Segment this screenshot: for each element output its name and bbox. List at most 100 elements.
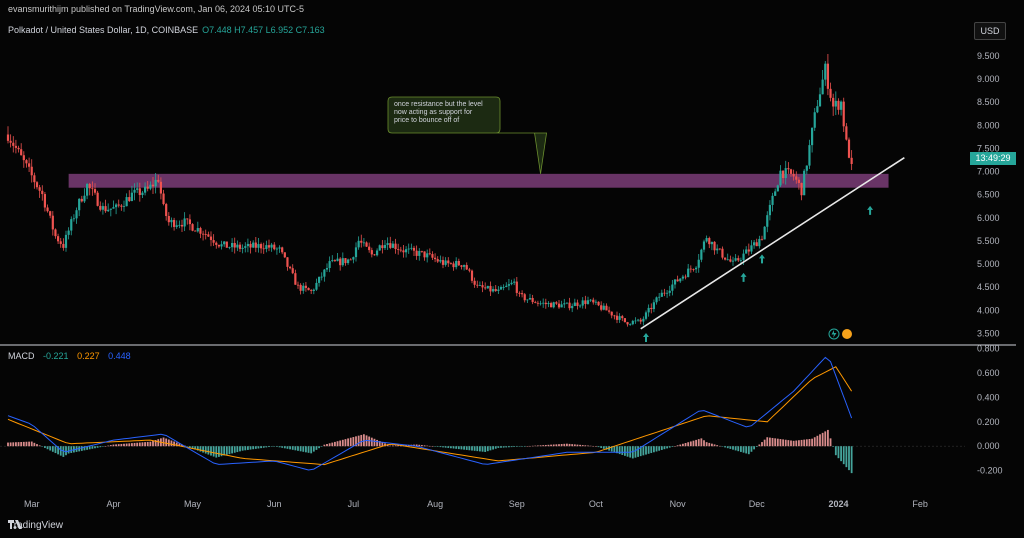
candle-body xyxy=(534,302,537,303)
macd-hist-bar xyxy=(471,446,473,451)
macd-hist-bar xyxy=(571,444,574,447)
candle-body xyxy=(278,247,281,249)
candle-body xyxy=(302,285,305,291)
macd-hist-bar xyxy=(610,446,613,452)
candle-body xyxy=(236,244,239,248)
macd-hist-bar xyxy=(175,442,178,447)
macd-hist-bar xyxy=(210,446,212,456)
candle-body xyxy=(779,170,782,186)
macd-title: MACD xyxy=(8,351,35,361)
candle-body xyxy=(93,189,97,193)
macd-hist-bar xyxy=(99,446,102,448)
candle-body xyxy=(605,305,608,311)
candle-body xyxy=(397,249,400,250)
candle-body xyxy=(478,285,482,286)
macd-hist-bar xyxy=(281,446,284,448)
candle-body xyxy=(420,250,424,252)
candle-body xyxy=(120,205,123,207)
macd-hist-bar xyxy=(505,446,508,448)
candle-body xyxy=(233,243,236,248)
macd-hist-bar xyxy=(803,439,806,447)
symbol-legend[interactable]: Polkadot / United States Dollar, 1D, COI… xyxy=(8,25,325,35)
candle-body xyxy=(494,289,497,291)
candle-body xyxy=(333,260,337,262)
macd-hist-bar xyxy=(592,445,595,447)
macd-hist-bar xyxy=(15,442,17,447)
macd-hist-bar xyxy=(842,446,845,465)
candle-body xyxy=(795,176,798,180)
macd-hist-bar xyxy=(36,444,38,447)
candle-body xyxy=(12,142,15,146)
candle-body xyxy=(165,204,168,216)
macd-hist-bar xyxy=(523,446,526,447)
candle-body xyxy=(283,252,286,258)
candle-body xyxy=(415,250,418,256)
macd-hist-bar xyxy=(613,446,616,453)
macd-hist-bar xyxy=(631,446,634,459)
candle-body xyxy=(723,257,727,260)
candle-body xyxy=(80,198,83,202)
candle-body xyxy=(544,302,547,305)
up-arrow-icon xyxy=(643,333,649,343)
macd-hist-bar xyxy=(204,446,207,454)
macd-hist-bar xyxy=(542,445,545,447)
candle-body xyxy=(523,294,526,301)
macd-hist-bar xyxy=(518,446,521,447)
macd-hist-bar xyxy=(38,445,41,447)
macd-hist-bar xyxy=(800,439,803,447)
macd-hist-bar xyxy=(840,446,842,462)
candle-body xyxy=(412,247,416,251)
macd-hist-bar xyxy=(758,444,761,447)
macd-hist-bar xyxy=(447,446,450,448)
macd-hist-bar xyxy=(376,439,378,447)
currency-button[interactable]: USD xyxy=(974,22,1006,40)
macd-hist-bar xyxy=(808,439,811,447)
candle-body xyxy=(734,258,737,261)
macd-hist-bar xyxy=(65,446,67,456)
macd-hist-bar xyxy=(70,446,73,453)
macd-hist-bar xyxy=(294,446,297,451)
macd-hist-bar xyxy=(88,446,91,450)
candle-body xyxy=(180,224,184,227)
price-tick-label: 3.500 xyxy=(977,328,1000,338)
macd-hist-bar xyxy=(624,446,626,456)
macd-hist-bar xyxy=(792,440,795,447)
candle-body xyxy=(787,168,790,170)
candle-body xyxy=(6,134,10,141)
candle-body xyxy=(747,249,750,252)
macd-hist-bar xyxy=(750,446,753,452)
macd-hist-bar xyxy=(80,446,83,451)
macd-hist-bar xyxy=(392,445,394,447)
macd-hist-bar xyxy=(194,446,197,450)
macd-hist-bar xyxy=(436,446,439,447)
macd-hist-bar xyxy=(621,446,624,455)
candle-body xyxy=(673,279,677,285)
annotation-text: once resistance but the level xyxy=(394,101,483,108)
macd-hist-bar xyxy=(850,446,853,474)
macd-hist-bar xyxy=(500,446,502,448)
macd-legend[interactable]: MACD -0.221 0.227 0.448 xyxy=(8,351,137,361)
candle-body xyxy=(291,268,294,274)
macd-hist-bar xyxy=(558,444,560,447)
candle-body xyxy=(294,273,297,285)
macd-hist-bar xyxy=(682,443,684,447)
candle-body xyxy=(671,284,674,291)
macd-hist-bar xyxy=(747,446,750,455)
macd-hist-bar xyxy=(737,446,740,452)
candle-body xyxy=(354,247,358,258)
resistance-zone xyxy=(68,173,889,188)
candle-body xyxy=(267,245,271,248)
candle-body xyxy=(520,293,524,295)
macd-hist-bar xyxy=(534,445,537,447)
candle-body xyxy=(428,253,431,255)
macd-hist-bar xyxy=(769,437,771,447)
candle-body xyxy=(449,263,453,265)
candle-body xyxy=(847,139,851,158)
tradingview-brand[interactable]: TradingView xyxy=(8,520,63,531)
macd-hist-bar xyxy=(618,446,621,455)
candle-body xyxy=(175,225,178,227)
price-tick-label: 7.000 xyxy=(977,167,1000,177)
candle-body xyxy=(275,248,279,250)
macd-tick-label: 0.200 xyxy=(977,417,1000,427)
